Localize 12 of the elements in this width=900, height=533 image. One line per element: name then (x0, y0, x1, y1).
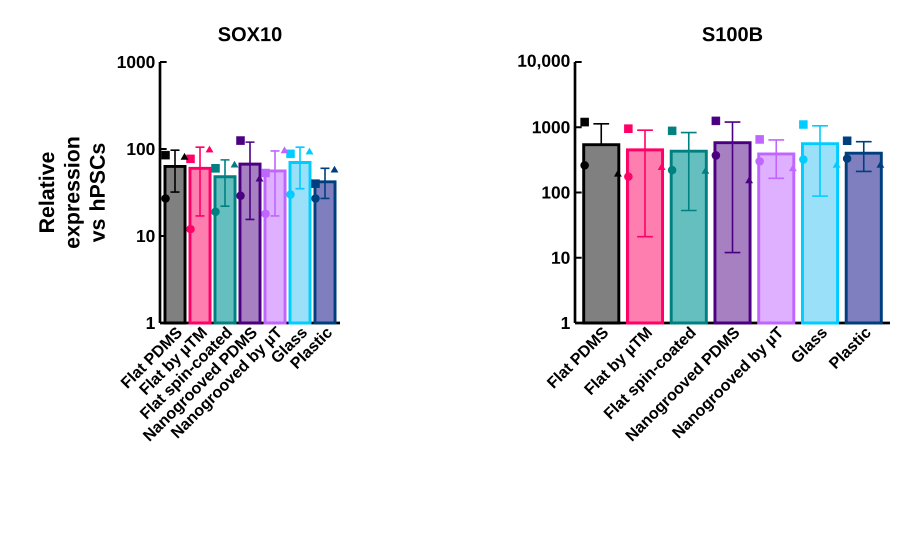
y-tick-label: 10,000 (518, 54, 570, 70)
y-tick-label: 1 (146, 317, 155, 329)
y-tick-label: 1000 (118, 56, 155, 68)
y-tick-label: 1 (562, 317, 570, 329)
y-tick-label: 100 (542, 186, 570, 199)
chart-title: SOX10 (218, 27, 282, 42)
y-tick-label: 100 (127, 142, 155, 156)
y-axis-title: Relative expression vs hPSCs (38, 138, 105, 248)
y-tick-label: 1000 (532, 121, 570, 134)
chart-title: S100B (702, 27, 762, 42)
y-tick-label: 10 (137, 230, 155, 242)
y-tick-label: 10 (552, 252, 570, 264)
